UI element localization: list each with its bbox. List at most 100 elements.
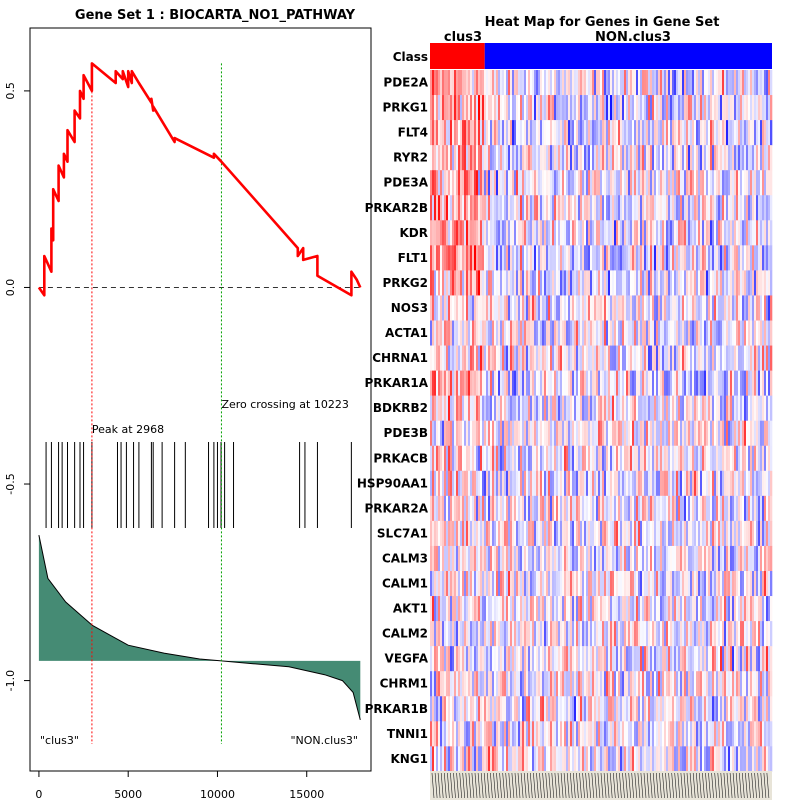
heat-map-cell: [494, 395, 497, 421]
heat-map-cell: [714, 646, 717, 672]
heat-map-cell: [668, 345, 671, 371]
heat-map-cell: [522, 245, 525, 271]
heat-map-cell: [648, 495, 651, 522]
heat-map-cell: [530, 671, 533, 697]
heat-map-cell: [492, 696, 495, 722]
heat-map-cell: [630, 345, 633, 371]
heat-map-cell: [688, 621, 691, 647]
heat-map-cell: [730, 195, 733, 221]
heat-map-cell: [758, 245, 761, 271]
heat-map-cell: [654, 370, 657, 396]
heat-map-cell: [488, 220, 491, 246]
heat-map-cell: [762, 70, 765, 96]
heat-map-cell: [584, 621, 587, 647]
heat-map-cell: [730, 170, 733, 196]
heat-map-cell: [606, 596, 609, 622]
heat-map-cell: [518, 420, 521, 447]
heat-map-cell: [686, 470, 689, 497]
heat-map-cell: [478, 621, 481, 647]
x-tick-label: 10000: [200, 788, 235, 800]
heat-map-cell: [712, 245, 715, 271]
heat-map-cell: [722, 445, 725, 472]
heat-map-cell: [702, 70, 705, 96]
heat-map-cell: [738, 746, 741, 772]
heat-map-cell: [676, 345, 679, 371]
heat-map-cell: [570, 470, 573, 497]
heat-map-cell: [512, 320, 515, 346]
heat-map-cell: [498, 395, 501, 421]
heat-map-cell: [510, 395, 513, 421]
heat-map-cell: [698, 420, 701, 447]
heat-map-cell: [442, 320, 445, 346]
heat-map-cell: [734, 370, 737, 396]
heat-map-cell: [480, 70, 483, 96]
heat-map-cell: [466, 746, 469, 772]
heat-map-cell: [570, 295, 573, 321]
heat-map-cell: [688, 270, 691, 296]
heat-map-cell: [762, 95, 765, 121]
heat-map-cell: [730, 520, 733, 547]
heat-map-cell: [434, 270, 437, 296]
heat-map-cell: [748, 345, 751, 371]
heat-map-cell: [552, 646, 555, 672]
heat-map-cell: [452, 70, 455, 96]
heat-map-cell: [744, 721, 747, 747]
heat-map-cell: [668, 545, 671, 572]
heat-map-cell: [580, 70, 583, 96]
heat-map-cell: [550, 370, 553, 396]
heat-map-cell: [572, 646, 575, 672]
heat-map-cell: [498, 195, 501, 221]
heat-map-cell: [504, 170, 507, 196]
heat-map-cell: [454, 120, 457, 146]
heat-map-cell: [672, 395, 675, 421]
heat-map-cell: [496, 470, 499, 497]
heat-map-cell: [618, 746, 621, 772]
heat-map-cell: [690, 495, 693, 522]
heat-map-cell: [628, 520, 631, 547]
heat-map-cell: [644, 596, 647, 622]
sample-label-mark: [447, 772, 450, 799]
heat-map-cell: [684, 270, 687, 296]
heat-map-cell: [590, 571, 593, 597]
heat-map-cell: [478, 295, 481, 321]
heat-map-cell: [624, 370, 627, 396]
heat-map-cell: [626, 220, 629, 246]
heat-map-cell: [538, 195, 541, 221]
heat-map-cell: [714, 671, 717, 697]
heat-map-cell: [598, 120, 601, 146]
heat-map-cell: [686, 445, 689, 472]
heat-map-cell: [474, 746, 477, 772]
heat-map-cell: [460, 95, 463, 121]
heat-map-cell: [556, 671, 559, 697]
heat-map-cell: [616, 370, 619, 396]
heat-map-cell: [764, 295, 767, 321]
heat-map-cell: [470, 170, 473, 196]
heat-map-cell: [602, 495, 605, 522]
heat-map-cell: [488, 420, 491, 447]
heat-map-cell: [594, 70, 597, 96]
heat-map-cell: [438, 520, 441, 547]
heat-map-cell: [616, 95, 619, 121]
heat-map-cell: [440, 245, 443, 271]
heat-map-cell: [740, 445, 743, 472]
heat-map-cell: [714, 95, 717, 121]
heat-map-cell: [730, 495, 733, 522]
heat-map-cell: [446, 95, 449, 121]
heat-map-cell: [648, 220, 651, 246]
heat-map-cell: [674, 245, 677, 271]
heat-map-cell: [704, 395, 707, 421]
heat-map-cell: [640, 295, 643, 321]
heat-map-cell: [682, 220, 685, 246]
heat-map-cell: [768, 721, 771, 747]
heat-map-cell: [664, 545, 667, 572]
heat-map-cell: [448, 345, 451, 371]
heat-map-cell: [548, 220, 551, 246]
heat-map-cell: [650, 95, 653, 121]
heat-map-cell: [474, 120, 477, 146]
heat-map-cell: [658, 320, 661, 346]
heat-map-cell: [666, 671, 669, 697]
heat-map-cell: [446, 445, 449, 472]
heat-map-cell: [588, 596, 591, 622]
heat-map-cell: [670, 70, 673, 96]
